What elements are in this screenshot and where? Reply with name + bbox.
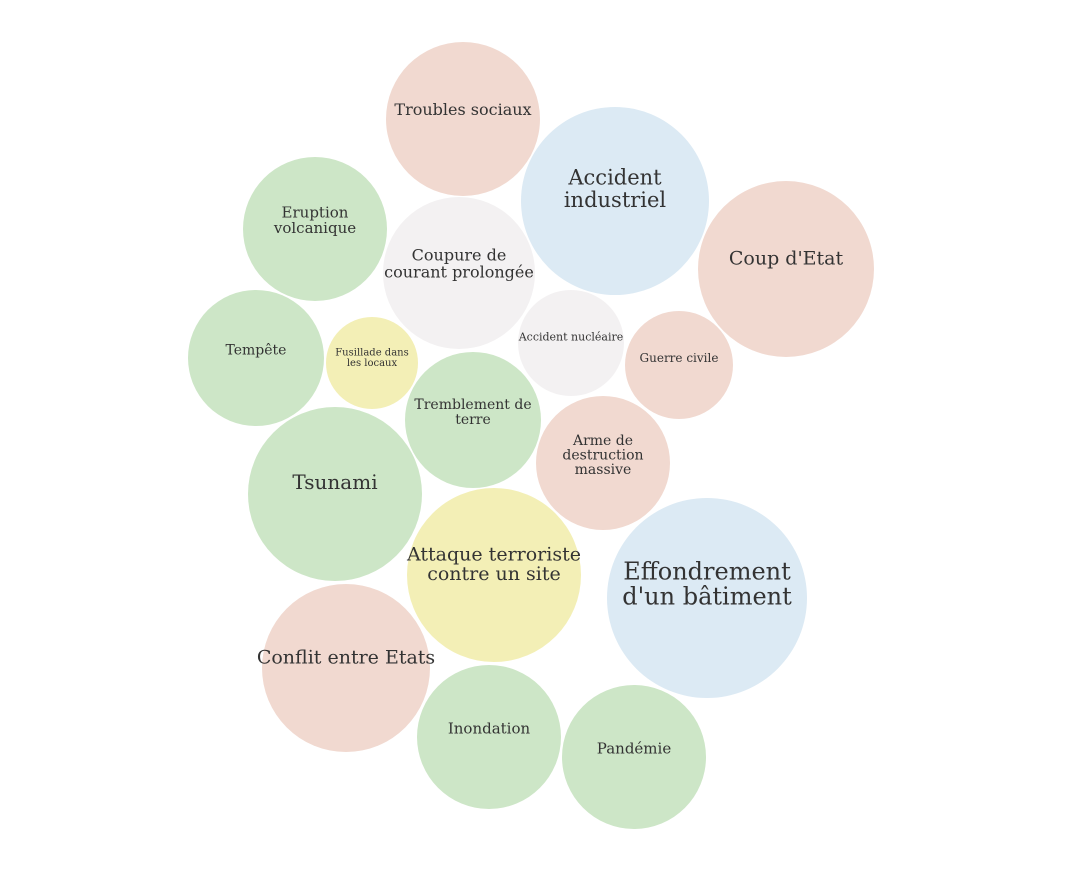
bubble-label-line: Eruption (282, 203, 349, 221)
bubble-label-line: Tsunami (292, 470, 377, 494)
bubble-label-line: volcanique (273, 219, 356, 237)
bubble-label-line: Effondrement (623, 557, 791, 585)
bubble-circle-inondation (417, 665, 561, 809)
bubble-label-line: Pandémie (597, 739, 672, 757)
bubble-label-accident-nucleaire: Accident nucléaire (518, 330, 624, 343)
bubble-tempete: Tempête (188, 290, 324, 426)
bubble-label-line: les locaux (347, 358, 398, 369)
bubble-label-coupure-de-courant: Coupure de courant prolongée (384, 246, 534, 282)
bubble-circle-coup-d-etat (698, 181, 874, 357)
bubble-attaque-terroriste: Attaque terroriste contre un site (406, 488, 581, 662)
bubble-label-line: Accident (567, 166, 662, 190)
bubble-circle-accident-industriel (521, 107, 709, 295)
bubble-tremblement-de-terre: Tremblement de terre (405, 352, 541, 488)
bubble-label-line: massive (575, 462, 632, 478)
bubble-label-line: contre un site (427, 563, 561, 585)
bubble-label-line: Arme de (572, 433, 633, 449)
bubble-label-effondrement: Effondrement d'un bâtiment (622, 557, 792, 610)
bubble-accident-nucleaire: Accident nucléaire (518, 290, 624, 396)
bubble-tsunami: Tsunami (248, 407, 422, 581)
bubble-circle-effondrement (607, 498, 807, 698)
bubble-circle-attaque-terroriste (407, 488, 581, 662)
bubble-label-line: Tremblement de (414, 397, 531, 413)
bubble-label-tsunami: Tsunami (292, 470, 377, 494)
bubble-label-line: d'un bâtiment (622, 583, 792, 611)
bubble-label-eruption-volcanique: Eruption volcanique (273, 203, 356, 237)
bubble-pandemie: Pandémie (562, 685, 706, 829)
bubble-arme-de-destruction: Arme de destruction massive (536, 396, 670, 530)
bubble-label-troubles-sociaux: Troubles sociaux (394, 100, 531, 119)
bubble-circle-guerre-civile (625, 311, 733, 419)
bubble-label-line: Tempête (226, 343, 287, 359)
bubble-circle-pandemie (562, 685, 706, 829)
bubble-circle-accident-nucleaire (518, 290, 624, 396)
bubble-troubles-sociaux: Troubles sociaux (386, 42, 540, 196)
bubble-circle-eruption-volcanique (243, 157, 387, 301)
bubble-circle-conflit-entre-etats (262, 584, 430, 752)
bubble-accident-industriel: Accident industriel (521, 107, 709, 295)
bubble-label-line: Inondation (448, 719, 531, 737)
bubble-coupure-de-courant: Coupure de courant prolongée (383, 197, 535, 349)
bubble-label-line: destruction (562, 448, 643, 464)
bubble-coup-d-etat: Coup d'Etat (698, 181, 874, 357)
bubble-label-line: Attaque terroriste (406, 543, 581, 565)
bubble-label-arme-de-destruction: Arme de destruction massive (562, 433, 643, 478)
bubble-circle-tempete (188, 290, 324, 426)
bubble-inondation: Inondation (417, 665, 561, 809)
bubble-label-guerre-civile: Guerre civile (640, 351, 719, 365)
bubble-label-conflit-entre-etats: Conflit entre Etats (257, 646, 435, 668)
bubble-label-line: Coupure de (412, 246, 507, 265)
bubble-label-attaque-terroriste: Attaque terroriste contre un site (406, 543, 581, 585)
bubble-circle-tremblement-de-terre (405, 352, 541, 488)
bubble-label-line: Troubles sociaux (394, 100, 531, 119)
bubble-label-coup-d-etat: Coup d'Etat (729, 247, 844, 269)
bubble-effondrement: Effondrement d'un bâtiment (607, 498, 807, 698)
bubble-label-inondation: Inondation (448, 719, 531, 737)
bubble-fusillade: Fusillade dans les locaux (326, 317, 418, 409)
bubble-label-tremblement-de-terre: Tremblement de terre (414, 397, 531, 428)
bubble-label-pandemie: Pandémie (597, 739, 672, 757)
bubble-eruption-volcanique: Eruption volcanique (243, 157, 387, 301)
bubble-label-line: terre (455, 412, 491, 428)
bubble-circle-fusillade (326, 317, 418, 409)
bubble-circle-coupure-de-courant (383, 197, 535, 349)
bubble-label-accident-industriel: Accident industriel (564, 166, 667, 212)
bubble-label-line: Fusillade dans (335, 347, 409, 358)
bubble-label-line: courant prolongée (384, 262, 534, 281)
bubble-label-line: Guerre civile (640, 351, 719, 365)
bubble-label-fusillade: Fusillade dans les locaux (335, 347, 409, 369)
bubble-conflit-entre-etats: Conflit entre Etats (257, 584, 435, 752)
bubble-label-tempete: Tempête (226, 343, 287, 359)
bubble-label-line: Accident nucléaire (518, 330, 624, 343)
bubble-circle-arme-de-destruction (536, 396, 670, 530)
bubble-label-line: industriel (564, 188, 667, 212)
bubble-label-line: Conflit entre Etats (257, 646, 435, 668)
bubble-circle-troubles-sociaux (386, 42, 540, 196)
bubble-circle-tsunami (248, 407, 422, 581)
bubble-guerre-civile: Guerre civile (625, 311, 733, 419)
bubble-label-line: Coup d'Etat (729, 247, 844, 269)
